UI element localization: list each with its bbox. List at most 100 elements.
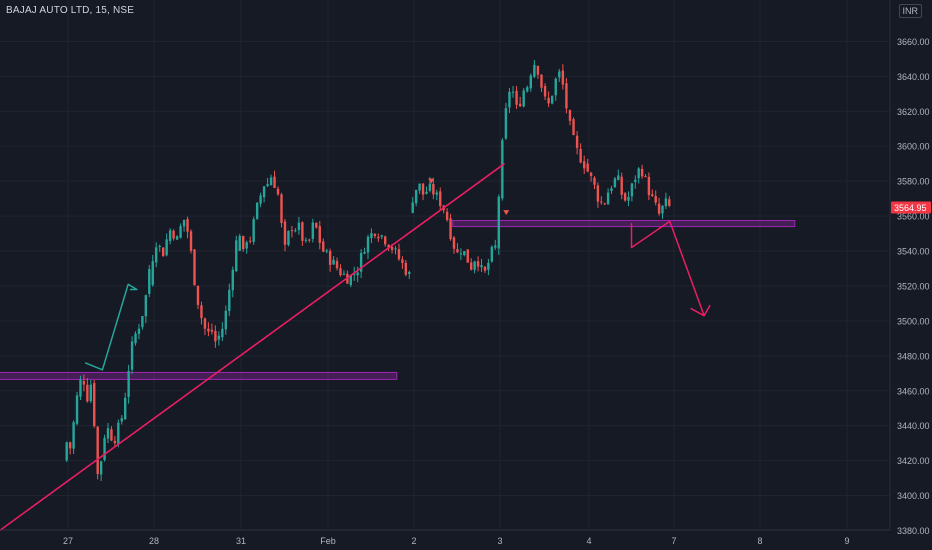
candle-body — [449, 218, 452, 240]
candle-body — [586, 163, 589, 172]
y-tick-label: 3600.00 — [897, 142, 930, 152]
candle-body — [356, 272, 359, 276]
candle-body — [476, 261, 480, 267]
candle-body — [65, 442, 68, 461]
x-tick-label: 2 — [411, 536, 416, 546]
candle-body — [328, 250, 332, 265]
candle-body — [290, 230, 294, 232]
candle-body — [276, 188, 280, 195]
candle-body — [196, 285, 200, 305]
support-resistance-zones[interactable] — [0, 219, 796, 380]
candle-body — [134, 333, 137, 344]
candle-body — [630, 183, 634, 197]
signal-marker — [503, 210, 510, 216]
candle-body — [494, 245, 497, 248]
candle-body — [610, 188, 613, 191]
candle-body — [103, 438, 106, 460]
candle-body — [269, 177, 273, 186]
y-tick-label: 3480.00 — [897, 351, 930, 361]
candle-body — [603, 203, 606, 205]
candle-body — [384, 236, 387, 245]
candle-body — [390, 246, 394, 250]
candle-body — [280, 194, 283, 224]
candle-body — [228, 289, 231, 311]
candle-body — [654, 195, 657, 203]
candle-body — [99, 461, 103, 475]
candle-body — [262, 186, 266, 198]
projection-down-arrow — [630, 220, 711, 317]
candle-body — [259, 195, 262, 204]
candle-body — [242, 235, 245, 250]
candle-body — [168, 230, 172, 241]
x-tick-label: 9 — [844, 536, 849, 546]
candle-body — [501, 140, 504, 199]
candle-body — [117, 422, 120, 444]
candle-body — [583, 161, 586, 169]
candle-body — [480, 265, 483, 268]
price-zone — [0, 371, 398, 380]
candle-body — [127, 370, 130, 397]
x-tick-label: Feb — [320, 536, 336, 546]
candle-body — [547, 97, 550, 104]
candle-body — [394, 248, 397, 250]
candle-body — [217, 335, 221, 340]
price-zone — [452, 219, 796, 228]
candle-body — [456, 249, 459, 253]
candle-body — [470, 262, 473, 270]
candle-body — [93, 383, 96, 427]
candle-body — [463, 251, 466, 256]
candle-body — [554, 78, 557, 96]
candle-body — [640, 168, 644, 177]
candle-body — [72, 422, 75, 449]
x-tick-label: 31 — [236, 536, 246, 546]
candle-body — [308, 239, 311, 241]
candle-body — [661, 205, 664, 214]
candle-body — [359, 253, 363, 272]
currency-badge[interactable]: INR — [898, 4, 922, 18]
symbol-legend[interactable]: BAJAJ AUTO LTD, 15, NSE — [6, 5, 135, 16]
candle-body — [593, 177, 596, 185]
candle-body — [287, 230, 290, 245]
candle-body — [606, 192, 610, 205]
x-tick-label: 7 — [671, 536, 676, 546]
candle-body — [214, 330, 217, 342]
y-tick-label: 3580.00 — [897, 177, 930, 187]
candle-body — [522, 90, 525, 107]
candle-body — [370, 233, 373, 239]
candle-body — [664, 198, 668, 207]
candle-body — [200, 305, 203, 319]
candle-body — [452, 237, 456, 249]
candle-body — [620, 176, 623, 195]
candle-body — [245, 242, 248, 249]
y-tick-label: 3620.00 — [897, 107, 930, 117]
candle-body — [151, 261, 154, 285]
candle-body — [647, 176, 651, 196]
candle-body — [644, 176, 647, 178]
candle-body — [425, 191, 428, 194]
y-tick-label: 3500.00 — [897, 316, 930, 326]
drawings[interactable] — [0, 163, 711, 538]
candle-body — [335, 260, 339, 269]
candle-body — [89, 384, 92, 402]
candle-body — [575, 135, 579, 148]
candle-body — [186, 219, 189, 232]
candle-body — [68, 442, 72, 449]
candle-body — [668, 199, 671, 206]
candle-body — [651, 194, 654, 197]
candle-body — [224, 310, 228, 330]
candle-body — [637, 168, 640, 179]
candle-body — [439, 191, 442, 207]
candle-body — [165, 239, 168, 256]
candle-body — [466, 249, 469, 263]
candle-body — [318, 226, 321, 243]
candle-body — [373, 233, 377, 237]
candle-body — [565, 83, 568, 109]
candle-body — [203, 318, 207, 329]
x-tick-label: 27 — [63, 536, 73, 546]
candle-body — [161, 247, 165, 257]
candle-body — [657, 203, 661, 214]
candle-body — [623, 193, 627, 201]
candle-body — [311, 222, 315, 239]
